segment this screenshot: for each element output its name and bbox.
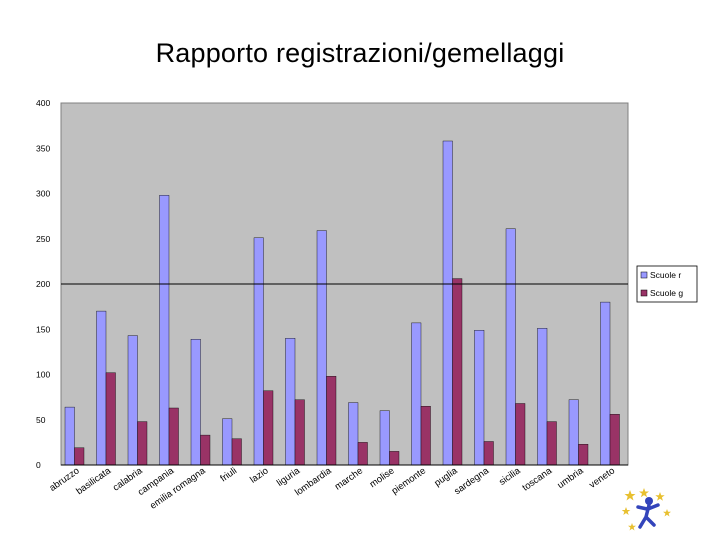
bar-scuole-g-umbria — [578, 444, 589, 466]
bar-scuole-r-puglia — [442, 140, 453, 466]
bar-scuole-g-calabria — [137, 421, 148, 466]
bar-scuole-g-puglia — [452, 278, 463, 466]
bar-scuole-g-basilicata — [105, 372, 116, 466]
x-category-label: umbria — [555, 465, 586, 491]
bar-scuole-r-liguria — [285, 338, 296, 466]
bar-scuole-r-lombardia — [316, 230, 327, 466]
bar-scuole-r-piemonte — [411, 322, 422, 466]
bar-scuole-g-lombardia — [326, 376, 337, 466]
slide-title: Rapporto registrazioni/gemellaggi — [155, 38, 565, 68]
bar-scuole-r-toscana — [537, 328, 548, 466]
bar-scuole-g-lazio — [263, 390, 274, 466]
x-category-label: toscana — [520, 465, 554, 494]
bar-scuole-r-veneto — [600, 301, 611, 466]
x-category-label: basilicata — [74, 465, 113, 497]
y-tick-label: 400 — [36, 98, 50, 108]
x-category-label: emilia romagna — [148, 465, 208, 512]
x-category-label: lombardia — [293, 465, 334, 498]
bar-scuole-r-sardegna — [474, 330, 485, 466]
bar-scuole-r-calabria — [127, 335, 138, 466]
y-tick-label: 100 — [36, 370, 50, 380]
bar-scuole-g-veneto — [609, 414, 620, 466]
bar-scuole-r-sicilia — [505, 228, 516, 466]
bar-scuole-g-campania — [168, 407, 179, 466]
bar-scuole-r-emilia-romagna — [190, 339, 201, 466]
bar-scuole-r-campania — [159, 195, 170, 466]
bar-scuole-g-friuli — [231, 438, 242, 466]
x-category-label: friuli — [218, 465, 239, 484]
bar-scuole-r-marche — [348, 402, 359, 466]
bar-scuole-r-molise — [379, 410, 390, 466]
y-tick-label: 250 — [36, 234, 50, 244]
bar-scuole-g-sardegna — [483, 441, 494, 466]
bar-scuole-g-abruzzo — [74, 447, 85, 466]
y-tick-label: 200 — [36, 279, 50, 289]
bar-scuole-r-basilicata — [96, 310, 107, 466]
bar-scuole-g-molise — [389, 451, 400, 466]
x-category-label: marche — [333, 465, 365, 492]
y-tick-label: 350 — [36, 143, 50, 153]
legend-swatch-0 — [640, 271, 648, 279]
legend-label-0: Scuole r — [650, 270, 681, 280]
x-category-label: lazio — [248, 465, 270, 485]
x-category-label: sardegna — [452, 465, 491, 497]
logo-icon — [622, 488, 671, 531]
bar-scuole-r-friuli — [222, 418, 233, 466]
bar-scuole-g-sicilia — [515, 403, 526, 466]
bar-scuole-g-toscana — [546, 421, 557, 466]
bar-scuole-r-umbria — [568, 399, 579, 466]
y-tick-label: 300 — [36, 189, 50, 199]
y-tick-label: 50 — [36, 415, 46, 425]
y-tick-label: 0 — [36, 460, 41, 470]
legend-swatch-1 — [640, 289, 648, 297]
bar-scuole-g-liguria — [294, 399, 305, 466]
y-tick-label: 150 — [36, 324, 50, 334]
x-category-label: piemonte — [390, 465, 428, 496]
bar-scuole-g-emilia-romagna — [200, 434, 211, 466]
bar-scuole-r-abruzzo — [64, 406, 75, 466]
legend: Scuole r Scuole g — [636, 265, 698, 303]
bar-scuole-g-marche — [357, 442, 368, 466]
legend-label-1: Scuole g — [650, 288, 683, 298]
x-category-label: veneto — [587, 465, 617, 490]
bar-scuole-r-lazio — [253, 237, 264, 466]
bar-scuole-g-piemonte — [420, 406, 431, 466]
